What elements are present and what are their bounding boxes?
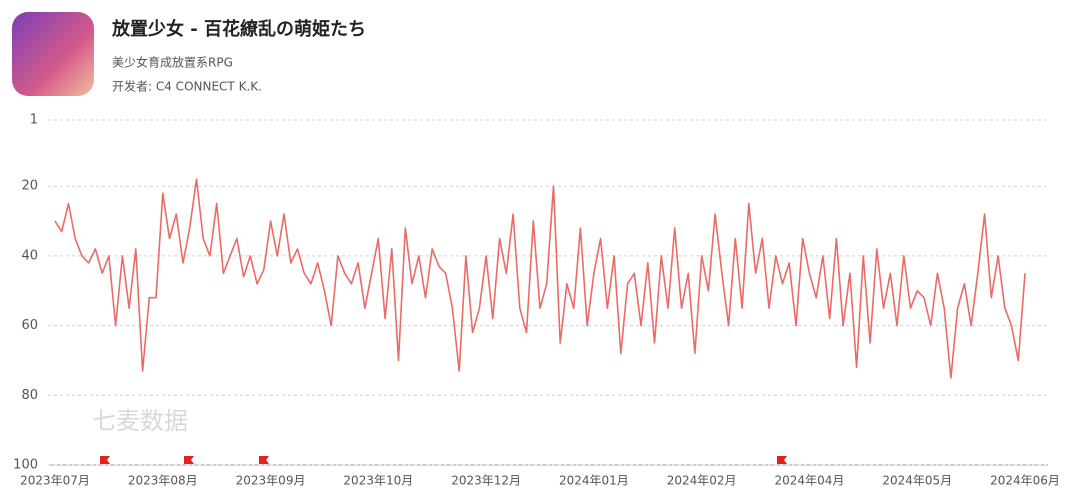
flag [777,456,787,470]
y-tick-label: 20 [21,179,38,194]
app-subtitle: 美少女育成放置系RPG [112,55,233,70]
x-tick-label: 2023年08月 [128,474,198,488]
flag [184,456,194,470]
line-series [54,178,1026,379]
x-tick-label: 2024年06月 [990,474,1060,488]
app-title: 放置少女 - 百花繚乱の萌姫たち [111,18,366,40]
app-icon [12,12,94,96]
app-developer: 开发者: C4 CONNECT K.K. [112,79,262,94]
y-tick-label: 100 [13,458,38,473]
x-tick-label: 2024年01月 [559,474,629,488]
y-tick-label: 80 [21,388,38,403]
flag [100,456,110,470]
event-flags [100,456,787,470]
x-tick-label: 2023年07月 [20,474,90,488]
y-tick-label: 60 [21,318,38,333]
x-tick-label: 2023年12月 [451,474,521,488]
x-tick-label: 2024年02月 [667,474,737,488]
x-tick-label: 2024年04月 [775,474,845,488]
x-tick-label: 2023年10月 [343,474,413,488]
y-tick-label: 40 [21,248,38,263]
x-tick-label: 2024年05月 [882,474,952,488]
watermark: 七麦数据 [92,407,188,435]
y-tick-label: 1 [30,113,38,128]
flag [259,456,269,470]
x-tick-label: 2023年09月 [236,474,306,488]
